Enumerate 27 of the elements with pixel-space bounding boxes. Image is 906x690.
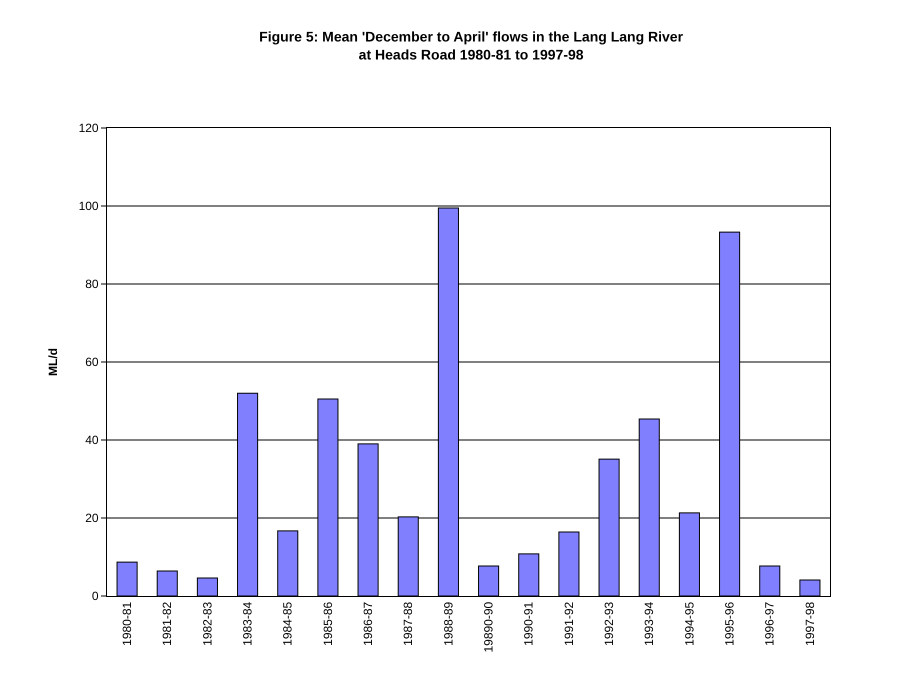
x-tick-label: 1996-97	[762, 601, 777, 646]
x-tick-label: 1981-82	[160, 601, 174, 646]
x-tick-label: 1982-83	[200, 601, 214, 646]
x-tick-label: 1988-89	[441, 601, 456, 646]
x-tick-label: 1984-85	[280, 601, 295, 646]
y-tick-label: 20	[85, 511, 99, 526]
x-tick-label: 1985-86	[320, 601, 335, 646]
x-tick-label: 1986-87	[360, 601, 375, 646]
x-tick-label: 1994-95	[682, 601, 696, 646]
x-tick-label: 1992-93	[602, 601, 616, 646]
y-tick-label: 120	[78, 121, 99, 136]
x-tick-label: 1993-94	[642, 601, 656, 646]
y-tick-label: 80	[85, 277, 99, 292]
x-tick-label: 1997-98	[802, 601, 817, 646]
chart-title: Figure 5: Mean 'December to April' flows in the Lang Lang River at Heads Road 1980-81 to 1997-98	[259, 28, 684, 63]
y-axis-title: ML/d	[46, 348, 60, 376]
x-tick-label: 1983-84	[240, 601, 254, 646]
x-tick-label: 1987-88	[401, 601, 416, 646]
y-tick-label: 100	[78, 199, 99, 214]
x-tick-label: 1990-91	[522, 601, 536, 646]
y-tick-label: 40	[85, 433, 99, 448]
x-tick-label: 1980-81	[120, 601, 134, 646]
x-tick-label: 1995-96	[722, 601, 736, 646]
y-tick-label: 0	[92, 589, 99, 604]
x-tick-label: 19890-90	[481, 601, 496, 653]
x-tick-label: 1991-92	[562, 601, 576, 646]
y-tick-label: 60	[85, 355, 99, 370]
